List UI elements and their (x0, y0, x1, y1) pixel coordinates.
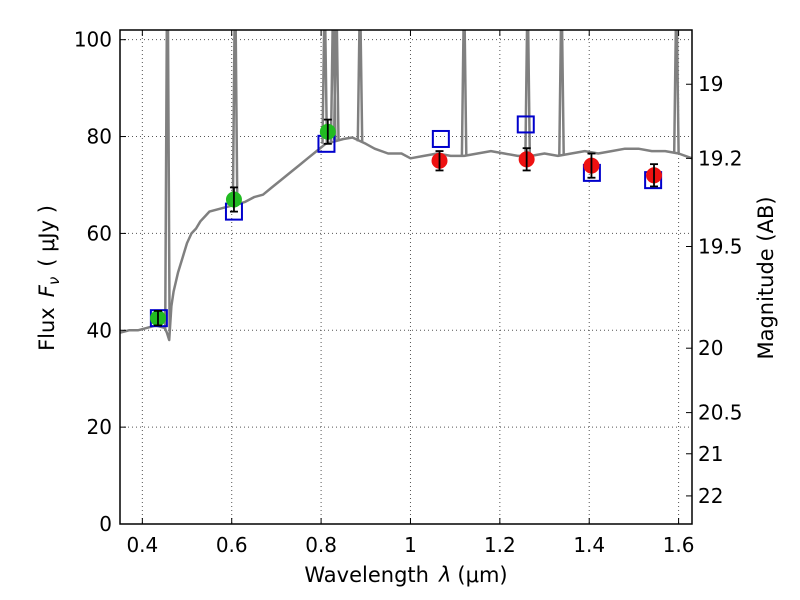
emission-line (460, 29, 468, 156)
x-tick-label: 1.2 (484, 533, 516, 557)
y2-axis-label: Magnitude (AB) (754, 196, 778, 359)
model-spectrum-layer (119, 29, 693, 342)
y2-tick-label: 19 (698, 72, 723, 96)
y-tick-label: 20 (87, 415, 112, 439)
x-tick-label: 0.8 (305, 533, 337, 557)
y-tick-label: 60 (87, 221, 112, 245)
model-spectrum-line (119, 136, 693, 342)
emission-line (356, 29, 364, 142)
y2-tick-label: 20.5 (698, 401, 743, 425)
grid (120, 30, 692, 525)
y-tick-label: 40 (87, 318, 112, 342)
y2-tick-label: 19.5 (698, 234, 743, 258)
y2-tick-label: 20 (698, 336, 723, 360)
emission-line (231, 29, 239, 205)
y-tick-label: 100 (74, 28, 112, 52)
y2-tick-label: 21 (698, 442, 723, 466)
emission-line (558, 29, 565, 156)
x-tick-label: 1.6 (663, 533, 695, 557)
emission-line (672, 29, 680, 154)
x-tick-label: 0.6 (216, 533, 248, 557)
x-tick-label: 1 (404, 533, 417, 557)
y-tick-label: 0 (99, 512, 112, 536)
model-photometry-box (431, 129, 450, 148)
emission-line (163, 29, 171, 331)
axis-ticks: 0.4 0.6 0.8 1 1.2 1.4 1.6 0 20 40 60 80 100 19 19.2 19.… (74, 28, 743, 557)
emission-line (332, 29, 340, 140)
y2-tick-label: 22 (698, 484, 723, 508)
y-tick-label: 80 (87, 125, 112, 149)
x-axis-label: Wavelength λ (μm) (304, 563, 507, 587)
y-axis-label: FluxFν( μJy ) (35, 205, 63, 351)
plot-frame (119, 29, 693, 525)
x-tick-label: 0.4 (126, 533, 158, 557)
photometry-points-layer (149, 115, 663, 328)
y2-tick-label: 19.2 (698, 146, 743, 170)
model-photometry-box (516, 115, 535, 134)
emission-line (524, 29, 532, 156)
x-tick-label: 1.4 (573, 533, 605, 557)
